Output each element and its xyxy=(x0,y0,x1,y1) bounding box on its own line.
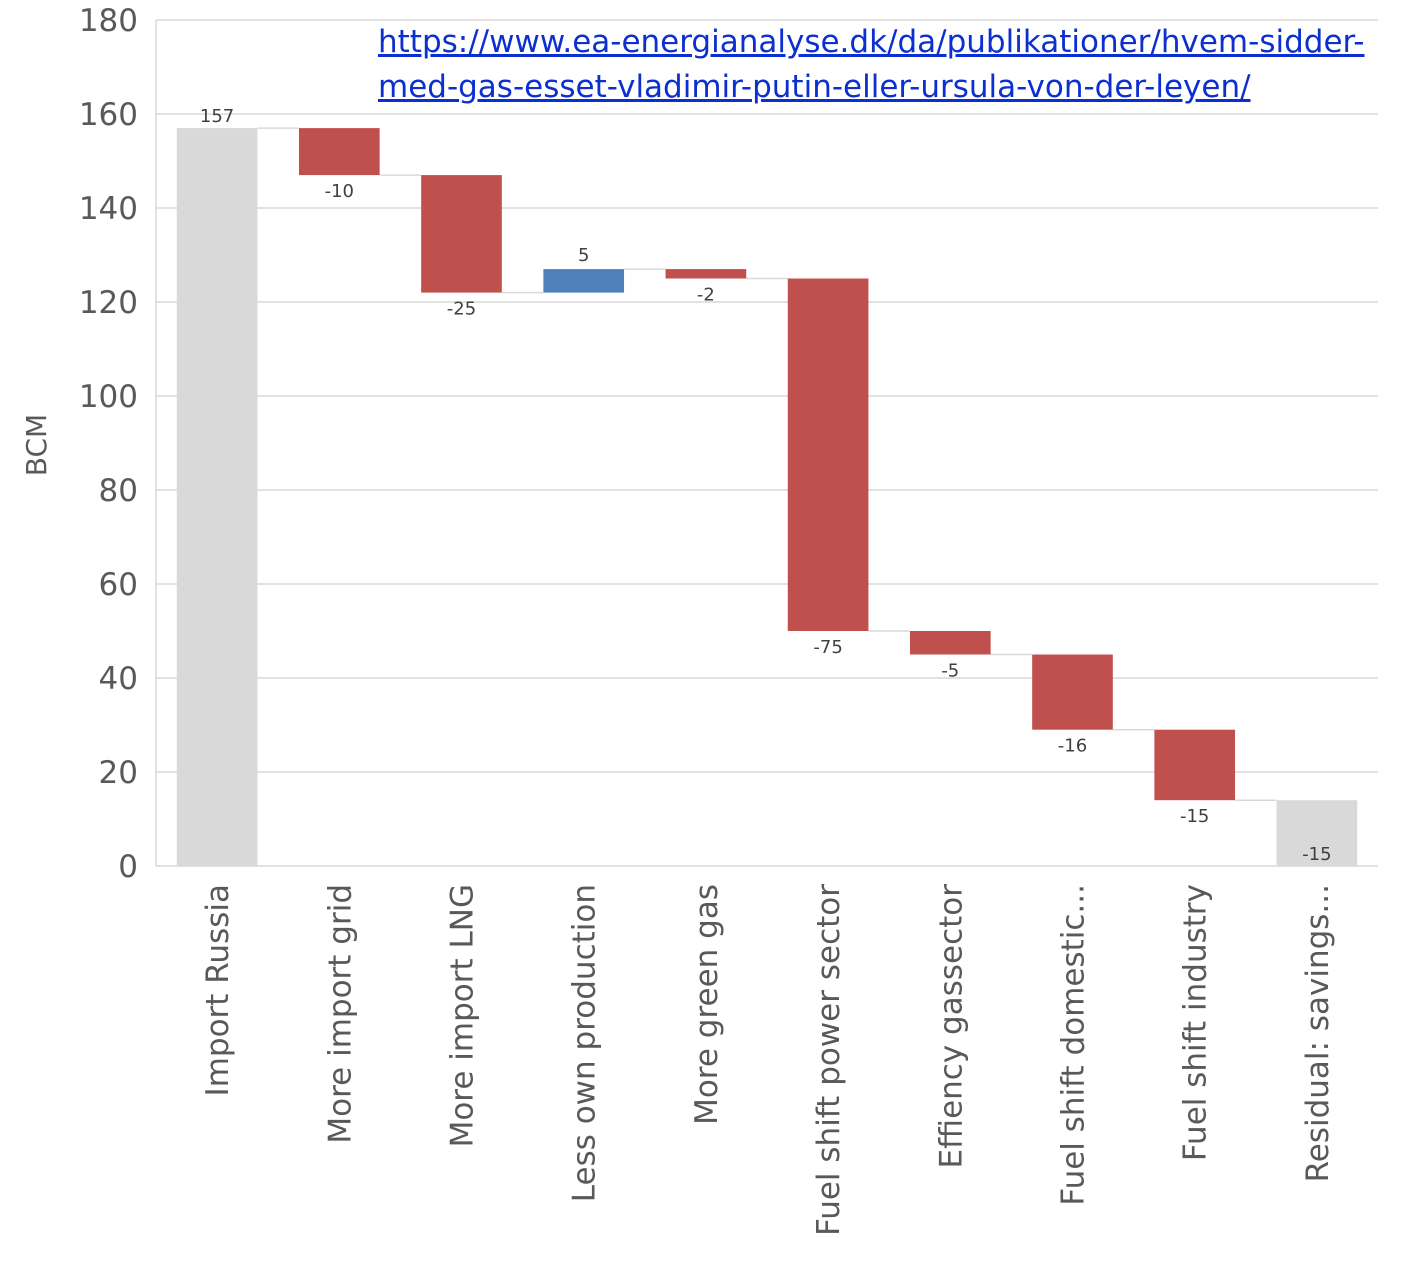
bar-10 xyxy=(1276,800,1358,866)
connector-lines xyxy=(257,127,1277,801)
x-tick-1: Import Russia xyxy=(200,884,236,1096)
y-tick-160: 160 xyxy=(79,97,138,133)
y-tick-60: 60 xyxy=(99,567,138,603)
y-tick-20: 20 xyxy=(99,755,138,791)
y-tick-140: 140 xyxy=(79,191,138,227)
bar-2 xyxy=(298,128,380,176)
bar-3 xyxy=(421,175,502,293)
bar-6 xyxy=(787,278,869,631)
y-tick-40: 40 xyxy=(99,661,138,697)
x-tick-10: Residual: savings... xyxy=(1300,884,1336,1182)
x-tick-8: Fuel shift domestic... xyxy=(1056,884,1092,1206)
data-label-8: -16 xyxy=(1058,736,1087,757)
x-tick-labels: Import Russia More import grid More import… xyxy=(200,884,1336,1236)
y-tick-100: 100 xyxy=(79,379,138,415)
x-tick-3: More import LNG xyxy=(445,884,481,1147)
data-label-1: 157 xyxy=(200,106,234,127)
gridlines xyxy=(155,19,1378,867)
bar-4 xyxy=(543,269,625,293)
x-tick-5: More green gas xyxy=(689,884,725,1125)
bar-5 xyxy=(665,269,747,279)
bar-9 xyxy=(1154,729,1236,801)
bar-1 xyxy=(176,128,258,867)
x-tick-6: Fuel shift power sector xyxy=(811,884,847,1236)
y-tick-180: 180 xyxy=(79,3,138,39)
data-label-7: -5 xyxy=(941,661,959,682)
x-tick-9: Fuel shift industry xyxy=(1178,884,1214,1161)
data-label-2: -10 xyxy=(325,181,354,202)
data-label-5: -2 xyxy=(697,285,715,306)
x-tick-7: Effiency gassector xyxy=(933,884,969,1169)
x-tick-2: More import grid xyxy=(322,884,358,1144)
bar-7 xyxy=(909,631,991,655)
x-tick-4: Less own production xyxy=(567,884,603,1202)
data-label-6: -75 xyxy=(813,637,842,658)
data-label-3: -25 xyxy=(447,299,476,320)
data-label-9: -15 xyxy=(1180,806,1209,827)
y-tick-80: 80 xyxy=(99,473,138,509)
bar-8 xyxy=(1032,654,1113,730)
y-tick-120: 120 xyxy=(79,285,138,321)
data-label-10: -15 xyxy=(1302,844,1331,865)
data-labels: 157 -10 -25 5 -2 -75 -5 -16 -15 -15 xyxy=(200,106,1332,865)
y-tick-labels: 0 20 40 60 80 100 120 140 160 180 xyxy=(79,3,138,885)
y-tick-0: 0 xyxy=(118,849,138,885)
bars xyxy=(176,128,1358,867)
source-link[interactable]: https://www.ea-energianalyse.dk/da/publi… xyxy=(378,24,1365,105)
y-axis-label: BCM xyxy=(20,414,53,476)
data-label-4: 5 xyxy=(578,245,589,266)
